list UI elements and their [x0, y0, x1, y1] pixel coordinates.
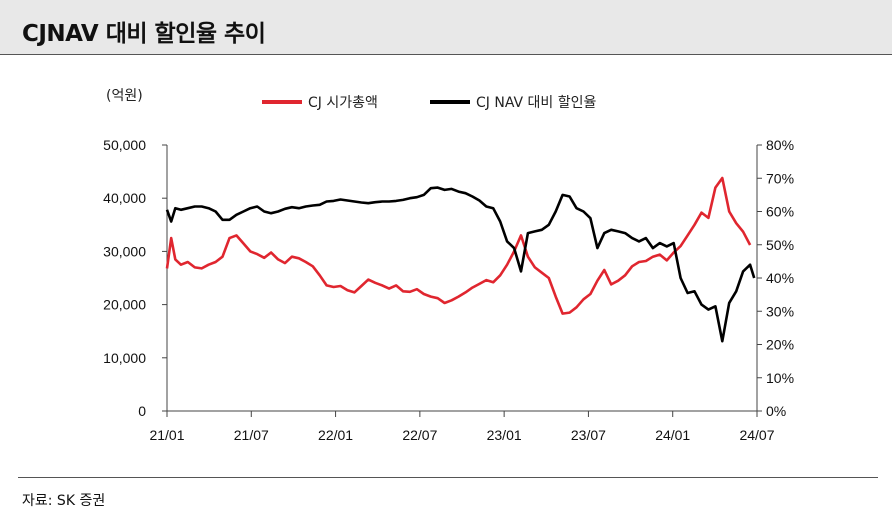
- left-tick-label: 20,000: [103, 297, 146, 313]
- x-tick-label: 21/01: [149, 427, 184, 443]
- legend-label-market-cap: CJ 시가총액: [308, 95, 378, 111]
- legend-label-discount-rate: CJ NAV 대비 할인율: [476, 95, 597, 111]
- right-tick-label: 60%: [766, 204, 794, 220]
- line-chart: 50,000 40,000 30,000 20,000 10,000 0 80% 70% 60%…: [103, 137, 794, 443]
- x-tick-label: 24/07: [739, 427, 774, 443]
- right-tick-label: 10%: [766, 370, 794, 386]
- chart-title: CJNAV 대비 할인율 추이: [22, 21, 266, 47]
- series-line-discount-rate: [165, 186, 756, 343]
- left-tick-label: 0: [138, 403, 146, 419]
- x-tick-label: 22/07: [402, 427, 437, 443]
- right-tick-label: 0%: [766, 403, 786, 419]
- legend-item-market-cap: CJ 시가총액: [262, 92, 378, 112]
- legend-item-discount-rate: CJ NAV 대비 할인율: [430, 92, 596, 112]
- left-tick-label: 50,000: [103, 137, 146, 153]
- left-tick-label: 30,000: [103, 243, 146, 259]
- left-tick-label: 40,000: [103, 190, 146, 206]
- left-tick-label: 10,000: [103, 350, 146, 366]
- right-tick-label: 40%: [766, 270, 794, 286]
- x-tick-label: 23/07: [571, 427, 606, 443]
- right-tick-label: 50%: [766, 237, 794, 253]
- title-bar: CJNAV 대비 할인율 추이: [0, 0, 892, 55]
- x-tick-label: 22/01: [318, 427, 353, 443]
- right-tick-label: 20%: [766, 337, 794, 353]
- right-tick-label: 80%: [766, 137, 794, 153]
- legend-swatch-discount-rate: [430, 100, 470, 104]
- right-tick-label: 70%: [766, 170, 794, 186]
- series-line-market-cap: [165, 176, 752, 315]
- x-tick-label: 24/01: [655, 427, 690, 443]
- source-note: 자료: SK 증권: [22, 493, 106, 509]
- legend-swatch-market-cap: [262, 100, 302, 104]
- x-tick-label: 23/01: [487, 427, 522, 443]
- bottom-rule: [18, 477, 878, 478]
- left-axis-unit: (억원): [106, 88, 143, 104]
- right-tick-label: 30%: [766, 303, 794, 319]
- x-tick-label: 21/07: [234, 427, 269, 443]
